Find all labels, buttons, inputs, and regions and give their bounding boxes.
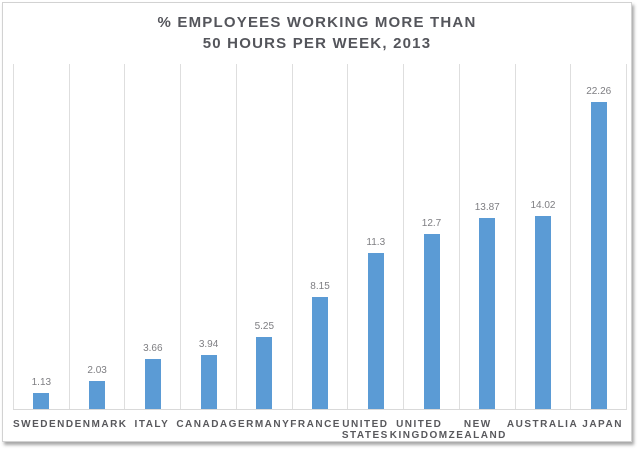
category-axis: SWEDEN DENMARK ITALY CANADA GERMANY FRANCE UNI… <box>13 413 627 443</box>
bar-column-denmark: 2.03 <box>68 64 125 409</box>
bar-column-japan: 22.26 <box>570 64 626 409</box>
bar-value-label-japan: 22.26 <box>586 85 612 97</box>
category-label-denmark: DENMARK <box>65 419 128 430</box>
bar-france <box>312 296 329 409</box>
chart-title-line-2: 50 HOURS PER WEEK, 2013 <box>202 35 432 52</box>
bar-value-label-new-zealand: 13.87 <box>474 201 500 213</box>
bar-value-label-france: 8.15 <box>310 280 330 292</box>
bar-germany <box>256 336 273 409</box>
category-label-sweden: SWEDEN <box>13 419 66 430</box>
bar-column-sweden: 1.13 <box>13 64 69 409</box>
bar-value-label-italy: 3.66 <box>143 342 163 354</box>
bar-sweden <box>33 393 50 409</box>
bar-column-australia: 14.02 <box>514 64 571 409</box>
bar-united-states <box>367 253 384 409</box>
category-label-united-kingdom: UNITED KINGDOM <box>389 419 449 441</box>
chart-title: % EMPLOYEES WORKING MORE THAN 50 HOURS P… <box>3 12 631 54</box>
bar-new-zealand <box>479 217 496 409</box>
category-label-canada: CANADA <box>176 419 229 430</box>
bar-column-united-kingdom: 12.7 <box>403 64 459 409</box>
category-label-united-states: UNITED STATES <box>341 419 389 441</box>
bar-italy <box>144 358 161 409</box>
bar-canada <box>200 354 217 409</box>
bar-column-italy: 3.66 <box>124 64 180 409</box>
bar-column-germany: 5.25 <box>235 64 292 409</box>
plot-area: 1.13 2.03 3.66 3.94 5.25 8.15 11.3 12.7 13.87 14.… <box>13 64 627 410</box>
bar-japan <box>590 101 607 409</box>
bar-column-new-zealand: 13.87 <box>458 64 515 409</box>
bar-column-france: 8.15 <box>291 64 348 409</box>
bar-column-canada: 3.94 <box>180 64 236 409</box>
bar-value-label-australia: 14.02 <box>530 199 556 211</box>
bar-value-label-united-kingdom: 12.7 <box>421 217 442 229</box>
chart-title-line-1: % EMPLOYEES WORKING MORE THAN <box>157 14 477 31</box>
bar-value-label-sweden: 1.13 <box>31 377 52 389</box>
chart-image-frame: % EMPLOYEES WORKING MORE THAN 50 HOURS P… <box>2 2 632 442</box>
bar-australia <box>534 215 551 409</box>
bar-denmark <box>89 381 106 409</box>
category-label-new-zealand: NEW ZEALAND <box>448 419 507 441</box>
bar-value-label-germany: 5.25 <box>254 320 275 332</box>
category-label-italy: ITALY <box>134 419 170 430</box>
bar-column-united-states: 11.3 <box>347 64 403 409</box>
category-label-france: FRANCE <box>290 419 341 430</box>
category-label-japan: JAPAN <box>582 419 623 430</box>
bar-value-label-canada: 3.94 <box>198 338 219 350</box>
category-label-germany: GERMANY <box>228 419 291 430</box>
bar-value-label-denmark: 2.03 <box>87 365 107 376</box>
category-label-australia: AUSTRALIA <box>506 419 579 430</box>
bar-value-label-united-states: 11.3 <box>366 237 386 249</box>
bar-united-kingdom <box>423 233 440 409</box>
